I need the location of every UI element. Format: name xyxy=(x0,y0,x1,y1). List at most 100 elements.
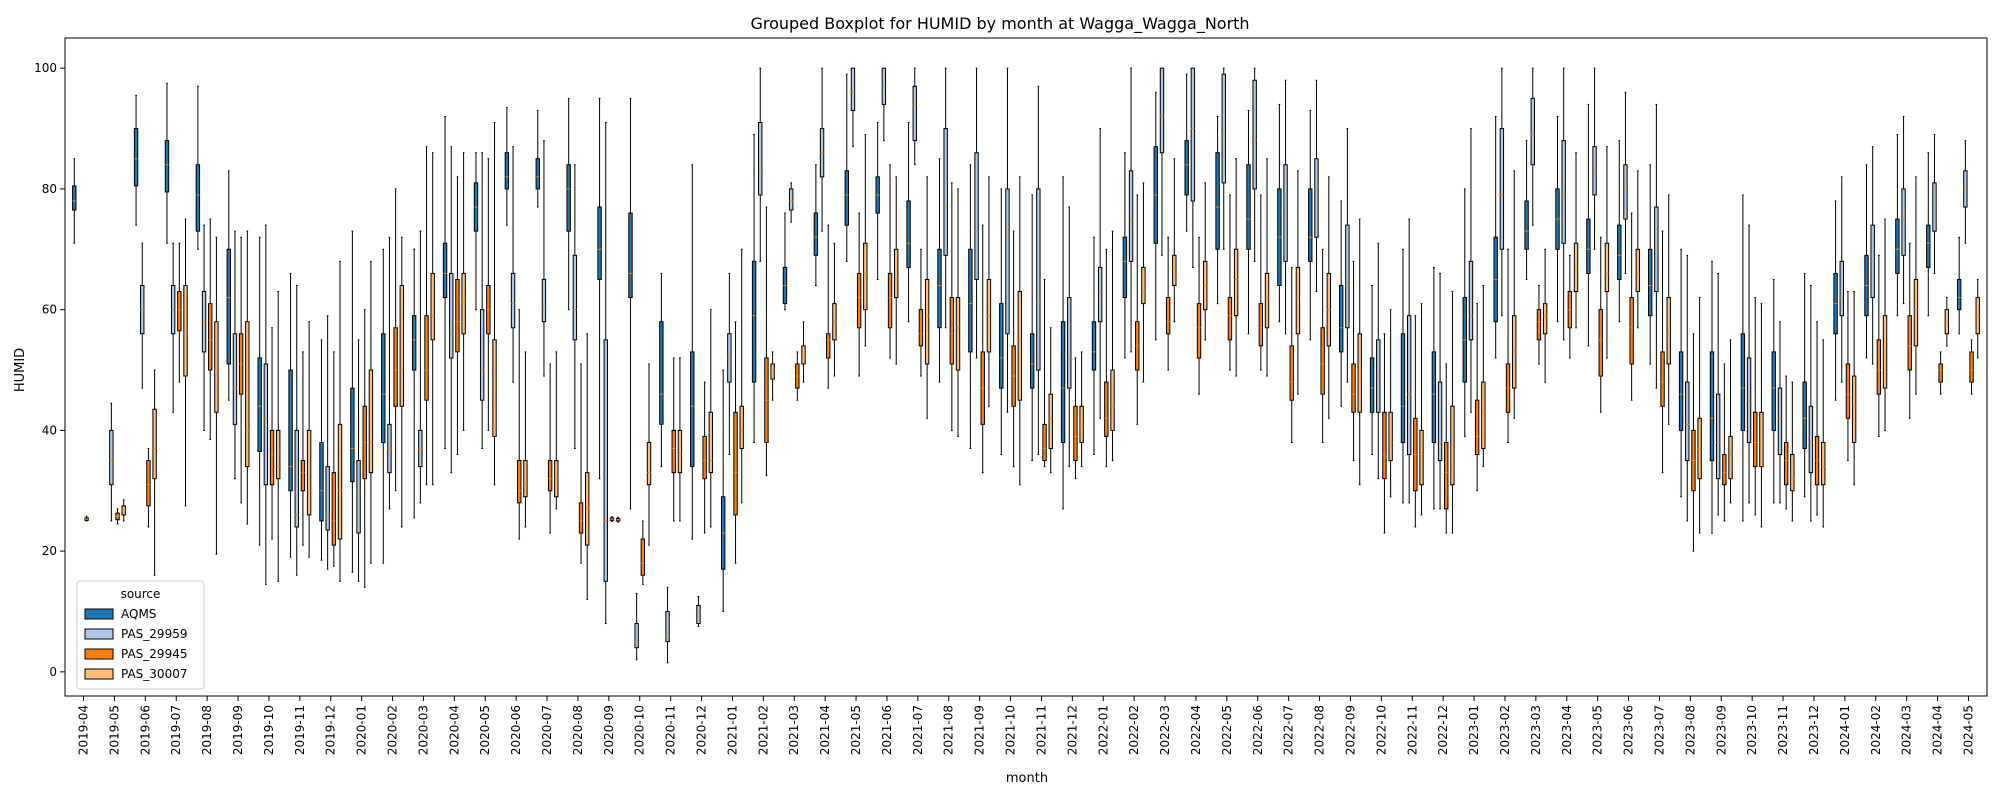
box-AQMS-2020-11 xyxy=(659,272,664,468)
box-PAS_29959-2021-07 xyxy=(912,67,917,166)
box-body xyxy=(751,260,757,383)
box-body xyxy=(1196,303,1202,359)
box-AQMS-2023-05 xyxy=(1586,103,1591,347)
box-AQMS-2023-10 xyxy=(1740,194,1746,522)
box-PAS_29945-2024-04 xyxy=(1938,351,1943,395)
box-AQMS-2020-03 xyxy=(411,248,417,519)
box-body xyxy=(1740,333,1746,431)
box-body xyxy=(1184,140,1189,196)
box-body xyxy=(1790,454,1795,492)
box-body xyxy=(597,206,602,280)
y-tick-label: 0 xyxy=(49,665,57,679)
box-body xyxy=(578,502,584,534)
box-PAS_30007-2022-09 xyxy=(1357,218,1362,486)
box-PAS_29945-2021-10 xyxy=(1011,230,1016,468)
box-AQMS-2022-08 xyxy=(1308,109,1313,341)
box-body xyxy=(517,460,522,504)
box-AQMS-2023-01 xyxy=(1462,188,1467,437)
x-tick-label: 2022-09 xyxy=(1343,705,1357,755)
box-body xyxy=(1530,97,1535,166)
box-body xyxy=(1715,393,1721,480)
x-tick-label: 2019-10 xyxy=(262,705,276,755)
box-PAS_30007-2019-10 xyxy=(276,291,281,582)
box-AQMS-2024-01 xyxy=(1833,200,1838,401)
box-body xyxy=(1901,188,1906,256)
box-PAS_29945-2023-01 xyxy=(1474,303,1480,492)
box-body xyxy=(1938,363,1943,383)
box-PAS_29945-2023-02 xyxy=(1505,248,1511,443)
box-PAS_29959-2024-03 xyxy=(1901,115,1906,305)
x-tick-label: 2024-05 xyxy=(1961,705,1975,755)
box-body xyxy=(1542,303,1548,335)
box-PAS_29945-2024-03 xyxy=(1907,242,1912,419)
box-PAS_30007-2022-04 xyxy=(1203,182,1208,341)
box-body xyxy=(1369,357,1375,413)
box-AQMS-2024-03 xyxy=(1895,134,1900,317)
box-PAS_30007-2020-03 xyxy=(430,152,435,486)
box-PAS_29945-2020-06 xyxy=(517,309,522,540)
box-body xyxy=(1783,441,1789,486)
box-body xyxy=(856,272,862,329)
box-PAS_29959-2022-06 xyxy=(1252,67,1257,262)
box-body xyxy=(665,610,670,643)
box-body xyxy=(1258,303,1264,347)
box-AQMS-2024-04 xyxy=(1926,152,1931,317)
box-body xyxy=(1481,381,1486,449)
box-body xyxy=(1190,67,1196,202)
box-body xyxy=(826,333,831,359)
box-body xyxy=(1926,224,1931,268)
box-PAS_29959-2024-01 xyxy=(1839,176,1844,383)
box-AQMS-2023-03 xyxy=(1524,140,1529,280)
box-body xyxy=(634,623,639,649)
x-tick-label: 2022-08 xyxy=(1313,705,1327,755)
box-PAS_29959-2023-03 xyxy=(1530,67,1535,226)
box-PAS_29959-2022-10 xyxy=(1376,242,1381,480)
box-PAS_30007-2019-07 xyxy=(183,218,188,507)
box-body xyxy=(1536,309,1542,341)
box-body xyxy=(1499,128,1505,250)
box-PAS_29945-2022-06 xyxy=(1258,194,1264,371)
box-AQMS-2022-12 xyxy=(1431,266,1437,510)
box-body xyxy=(1029,333,1035,389)
box-PAS_29959-2022-08 xyxy=(1314,79,1319,293)
x-tick-label: 2021-11 xyxy=(1034,705,1048,755)
x-tick-label: 2021-02 xyxy=(756,705,770,755)
box-PAS_30007-2021-03 xyxy=(801,321,806,383)
box-PAS_29959-2021-06 xyxy=(881,67,887,142)
box-PAS_30007-2019-08 xyxy=(214,236,219,555)
box-PAS_30007-2023-10 xyxy=(1759,303,1764,528)
box-body xyxy=(1104,381,1109,437)
box-PAS_30007-2024-02 xyxy=(1882,218,1888,431)
box-PAS_29945-2022-02 xyxy=(1135,194,1140,425)
box-PAS_30007-2023-02 xyxy=(1512,170,1517,419)
box-PAS_30007-2019-12 xyxy=(337,260,343,582)
y-tick-label: 40 xyxy=(42,423,57,437)
box-PAS_29945-2022-12 xyxy=(1444,363,1449,534)
box-body xyxy=(1060,321,1066,443)
box-body xyxy=(1969,351,1974,383)
box-body xyxy=(177,291,182,332)
box-PAS_29959-2024-05 xyxy=(1963,140,1968,244)
box-body xyxy=(1264,272,1270,329)
box-body xyxy=(72,185,77,211)
box-PAS_29945-2020-11 xyxy=(671,357,676,522)
y-tick-label: 80 xyxy=(42,182,57,196)
box-body xyxy=(1561,140,1566,244)
box-body xyxy=(294,429,299,528)
box-PAS_30007-2022-12 xyxy=(1450,291,1455,534)
box-PAS_29945-2021-03 xyxy=(795,351,800,401)
box-body xyxy=(1159,67,1165,154)
box-body xyxy=(733,411,738,516)
box-AQMS-2022-06 xyxy=(1246,109,1251,335)
box-body xyxy=(1036,188,1041,371)
box-body xyxy=(424,315,429,401)
box-body xyxy=(1895,218,1900,274)
box-PAS_29945-2023-03 xyxy=(1536,285,1542,365)
box-PAS_29959-2021-04 xyxy=(819,67,825,232)
box-PAS_29945-2020-12 xyxy=(702,381,707,534)
box-body xyxy=(1017,291,1023,401)
box-AQMS-2020-07 xyxy=(535,109,540,208)
x-tick-label: 2023-05 xyxy=(1591,705,1605,755)
box-AQMS-2020-01 xyxy=(350,230,355,573)
